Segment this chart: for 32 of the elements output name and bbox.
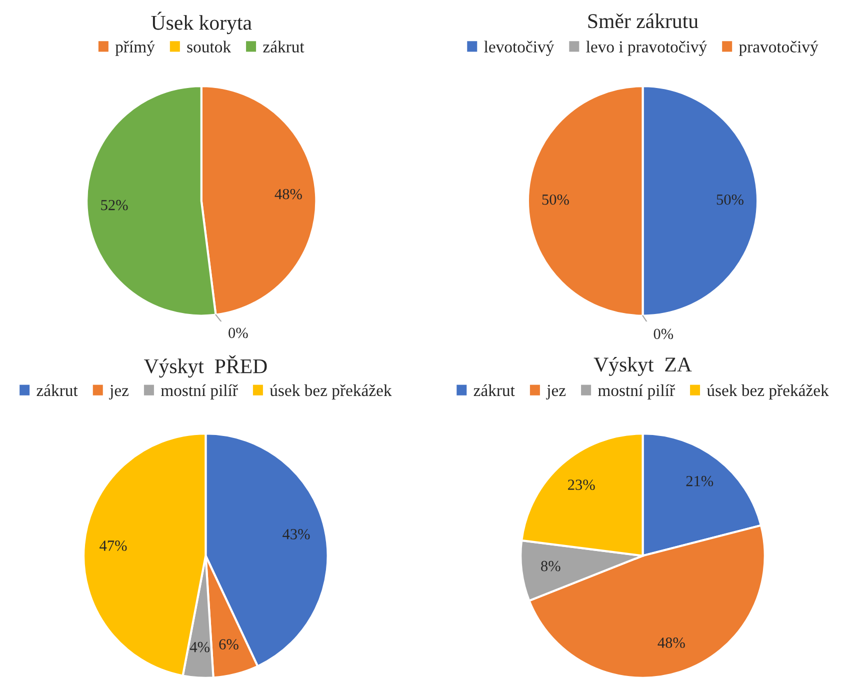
legend-label: pravotočivý [739, 40, 818, 56]
text: 0% [228, 328, 248, 338]
data-label: 48% [274, 188, 302, 200]
data-label: 8% [541, 560, 560, 572]
legend-label: úsek bez překážek [706, 384, 829, 400]
legend-label: jez [109, 384, 129, 400]
data-label: 6% [219, 639, 238, 650]
legend-label: zákrut [474, 384, 515, 396]
legend-label: zákrut [263, 40, 304, 52]
legend-label: úsek bez překážek [270, 384, 392, 400]
legend-label: jez [546, 384, 566, 400]
data-label: 50% [542, 194, 569, 205]
chart-title: Výskyt ZA [594, 356, 692, 376]
data-label: 47% [100, 540, 127, 551]
legend-label: levotočivý [484, 40, 554, 56]
data-label: 48% [658, 638, 685, 648]
data-label: 4% [190, 642, 210, 652]
legend-label: soutok [187, 40, 232, 52]
data-label: 52% [101, 200, 128, 210]
legend-label: přímý [115, 40, 155, 56]
data-label: 23% [568, 480, 595, 490]
legend-label: mostní pilíř [160, 384, 238, 400]
legend-label: levo i pravotočivý [586, 40, 708, 56]
data-label: 50% [716, 194, 744, 205]
data-label: 43% [282, 529, 310, 540]
chart-title: Výskyt PŘED [144, 355, 267, 378]
text: 0% [654, 328, 674, 340]
legend-label: mostní pilíř [598, 384, 675, 400]
legend-label: zákrut [36, 384, 78, 396]
chart-title: Úsek koryta [151, 12, 252, 34]
data-label: 21% [686, 476, 714, 486]
chart-title: Směr zákrutu [588, 13, 698, 28]
